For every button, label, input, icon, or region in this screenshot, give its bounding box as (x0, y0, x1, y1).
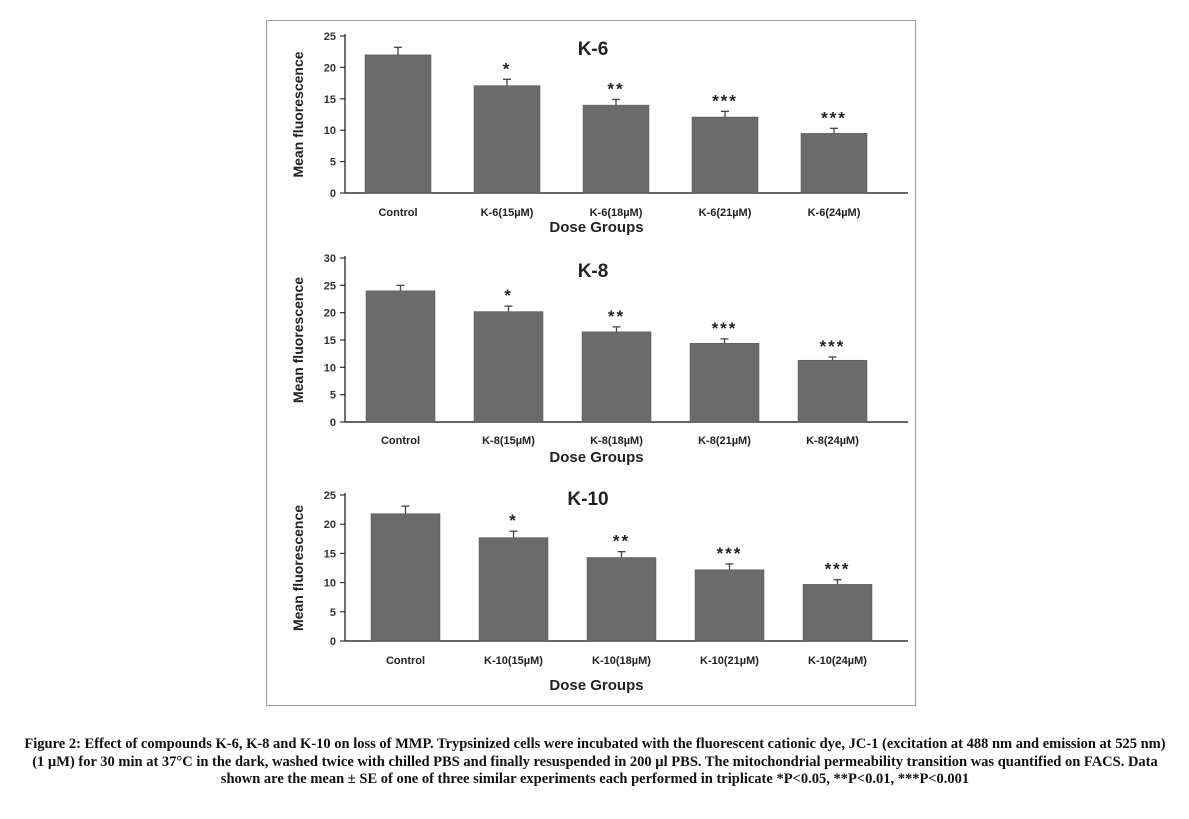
chart-k-10: 0 5 10 15 20 25 Control * K-10(15µM) ** K-10(18µM)… (290, 489, 908, 694)
category-label: K-6(21µM) (699, 207, 752, 219)
significance-marker: * (503, 59, 512, 78)
charts-canvas: 0510152025Control*K-6(15µM)**K-6(18µM)**… (290, 31, 908, 694)
y-tick-label: 5 (330, 607, 336, 619)
y-tick-label: 5 (330, 157, 336, 169)
category-label: K-8(21µM) (698, 435, 751, 447)
category-label: K-6(18µM) (590, 207, 643, 219)
category-label: K-6(15µM) (481, 207, 534, 219)
significance-marker: * (504, 286, 513, 305)
y-axis-label: Mean fluorescence (290, 277, 306, 403)
x-axis-label: Dose Groups (549, 219, 643, 236)
y-axis-label: Mean fluorescence (290, 505, 306, 631)
y-tick-label: 25 (324, 280, 336, 292)
category-label: K-10(18µM) (592, 655, 651, 667)
bar (694, 569, 765, 642)
category-label: Control (378, 207, 417, 219)
category-label: Control (381, 435, 420, 447)
bar (800, 133, 868, 194)
bar (364, 54, 432, 194)
y-tick-label: 25 (324, 31, 336, 43)
category-label: K-8(18µM) (590, 435, 643, 447)
y-tick-label: 20 (324, 519, 336, 531)
significance-marker: *** (717, 544, 743, 563)
figure-caption: Figure 2: Effect of compounds K-6, K-8 a… (24, 736, 1166, 787)
bar (586, 557, 657, 642)
bar (581, 331, 652, 423)
significance-marker: *** (712, 319, 738, 338)
bar (802, 584, 873, 642)
y-tick-label: 20 (324, 308, 336, 320)
category-label: Control (386, 655, 425, 667)
y-tick-label: 5 (330, 390, 336, 402)
y-tick-label: 0 (330, 417, 336, 429)
y-tick-label: 15 (324, 548, 336, 560)
y-axis-label: Mean fluorescence (290, 51, 306, 177)
y-tick-label: 10 (324, 125, 336, 137)
chart-title: K-6 (578, 39, 609, 60)
bar (582, 104, 650, 194)
x-axis-label: Dose Groups (549, 677, 643, 694)
category-label: K-10(15µM) (484, 655, 543, 667)
x-axis-label: Dose Groups (549, 449, 643, 466)
significance-marker: *** (825, 560, 851, 579)
chart-title: K-10 (567, 489, 608, 510)
category-label: K-8(15µM) (482, 435, 535, 447)
category-label: K-10(21µM) (700, 655, 759, 667)
y-tick-label: 30 (324, 253, 336, 265)
bar (478, 537, 549, 642)
y-tick-label: 15 (324, 94, 336, 106)
category-label: K-8(24µM) (806, 435, 859, 447)
y-tick-label: 25 (324, 490, 336, 502)
significance-marker: *** (712, 91, 738, 110)
chart-title: K-8 (578, 261, 609, 282)
significance-marker: ** (608, 307, 625, 326)
y-tick-label: 15 (324, 335, 336, 347)
y-tick-label: 0 (330, 636, 336, 648)
bar (797, 359, 868, 423)
bar (370, 513, 441, 642)
significance-marker: * (509, 511, 518, 530)
bar (691, 116, 759, 194)
bar (689, 343, 760, 423)
category-label: K-6(24µM) (808, 207, 861, 219)
significance-marker: *** (820, 337, 846, 356)
chart-k-6: 0 5 10 15 20 25 Control * K-6(15µM) ** K-6(18µM) **… (290, 31, 908, 236)
y-tick-label: 0 (330, 188, 336, 200)
significance-marker: ** (613, 532, 630, 551)
category-label: K-10(24µM) (808, 655, 867, 667)
y-tick-label: 10 (324, 578, 336, 590)
bar (473, 85, 541, 194)
y-tick-label: 20 (324, 62, 336, 74)
bar (473, 311, 544, 423)
chart-k-8: 0 5 10 15 20 25 30 Control * K-8(15µM) ** K-8(18µM)… (290, 253, 908, 466)
bar (365, 290, 436, 423)
significance-marker: ** (607, 79, 624, 98)
significance-marker: *** (821, 108, 847, 127)
y-tick-label: 10 (324, 362, 336, 374)
